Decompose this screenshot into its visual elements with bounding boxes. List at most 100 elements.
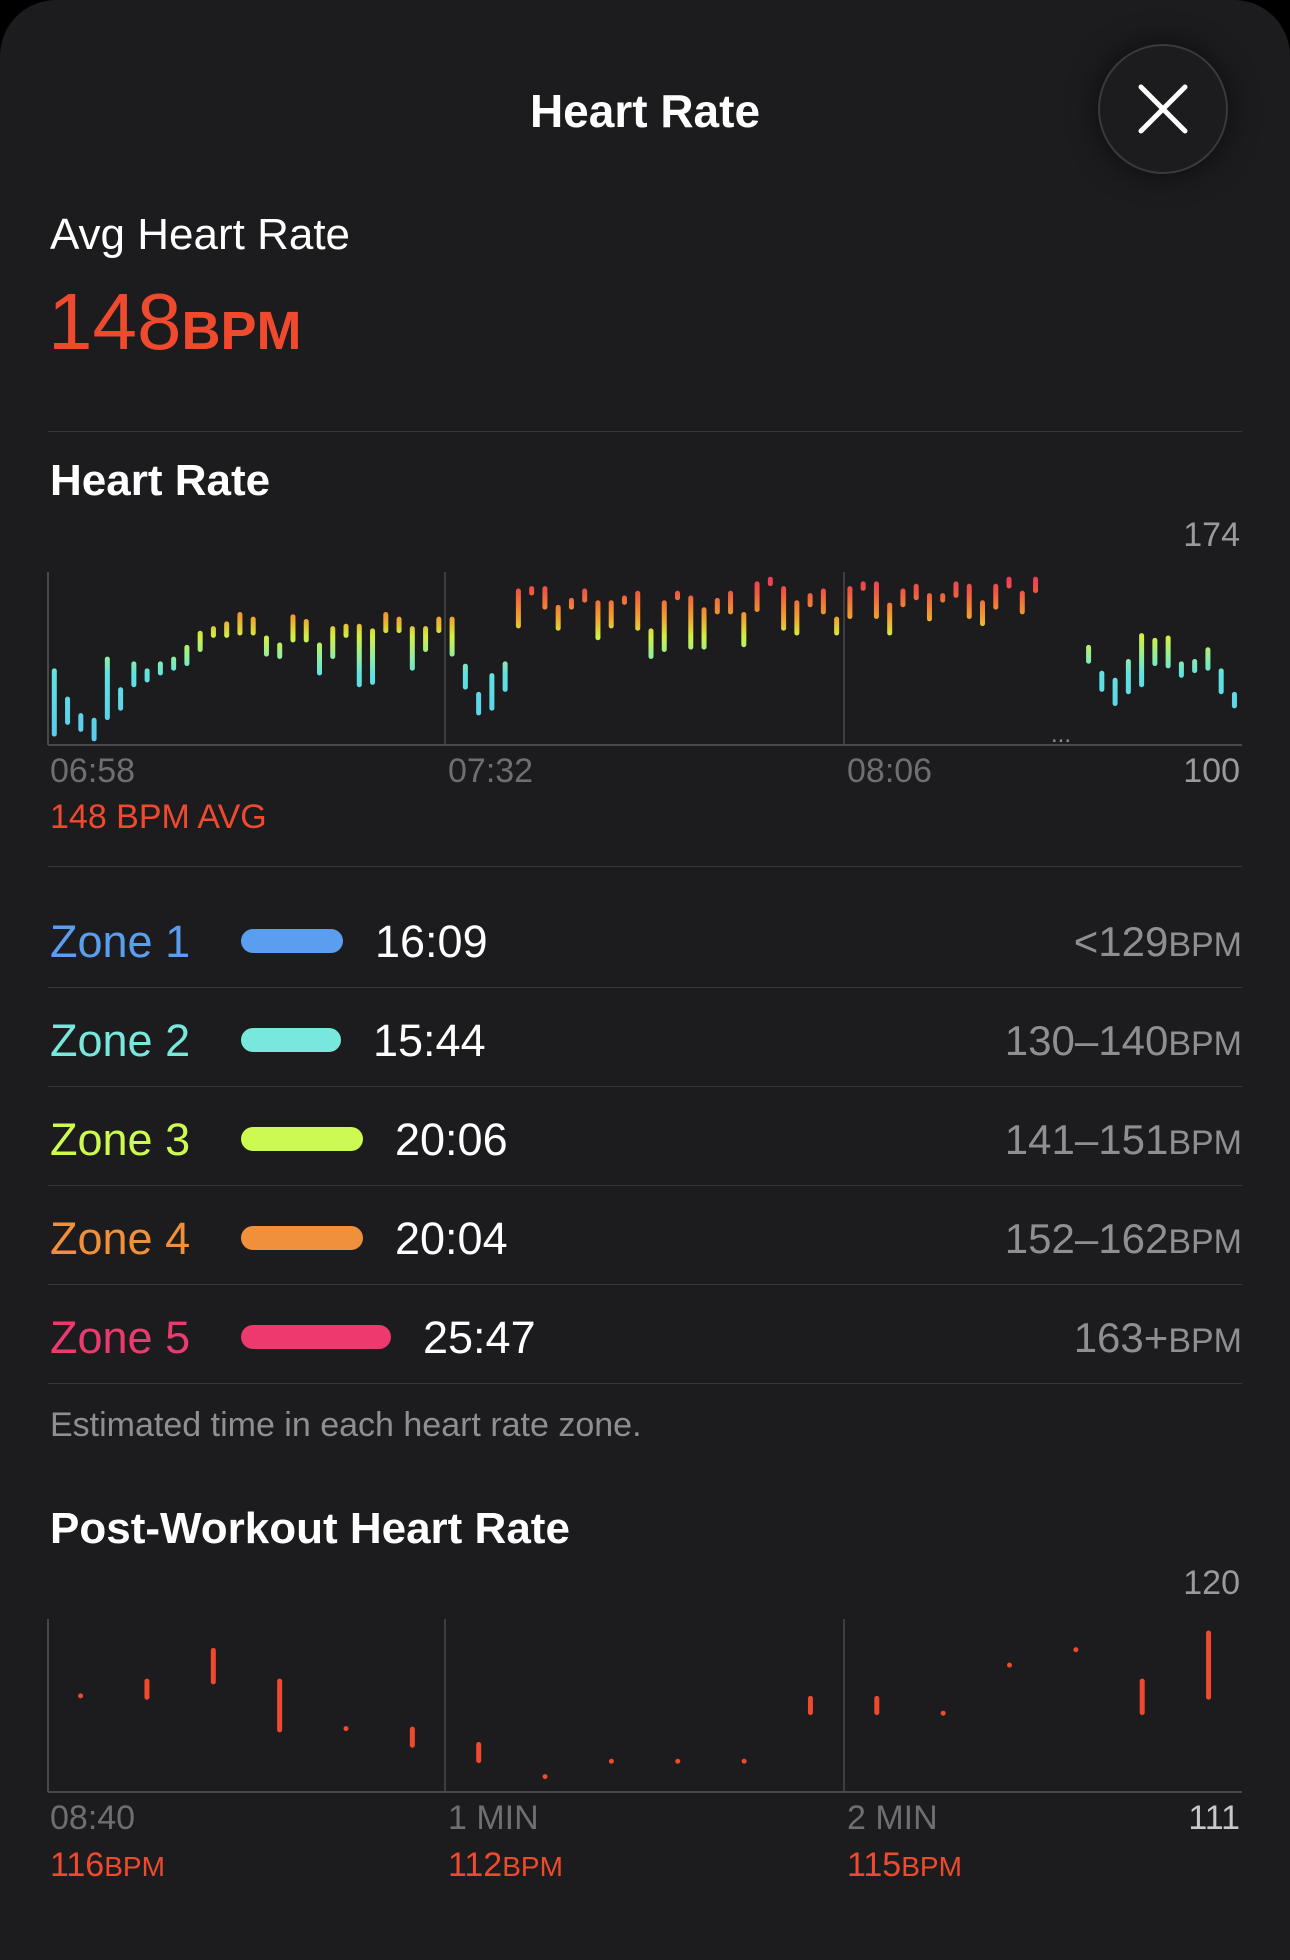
bpm-unit: BPM — [502, 1851, 563, 1882]
bar — [409, 1726, 415, 1748]
avg-heart-rate-value: 148BPM — [48, 276, 301, 368]
divider — [48, 1086, 1242, 1087]
bar — [542, 586, 548, 610]
zone-range: 130–140BPM — [1005, 1017, 1242, 1065]
zone-range-value: 141–151 — [1004, 1116, 1169, 1163]
bpm-unit: BPM — [104, 1851, 165, 1882]
bar — [356, 623, 362, 688]
bar — [1206, 1630, 1212, 1700]
bar — [741, 611, 747, 648]
bar — [436, 616, 442, 634]
x-label: 07:32 — [448, 752, 534, 790]
bar — [277, 1678, 283, 1733]
bar — [648, 628, 654, 659]
zone-time-bar — [241, 929, 343, 953]
bar — [51, 668, 57, 737]
bar — [383, 611, 389, 634]
bar — [781, 586, 787, 631]
bar — [476, 1742, 482, 1764]
bpm-unit: BPM — [901, 1851, 962, 1882]
zone-range-unit: BPM — [1168, 926, 1242, 964]
zone-row: Zone 2 15:44 130–140BPM — [48, 991, 1242, 1090]
bar — [807, 593, 813, 608]
zone-row: Zone 1 16:09 <129BPM — [48, 892, 1242, 991]
zone-range-value: 152–162 — [1004, 1215, 1169, 1262]
bar — [144, 1678, 150, 1700]
bar — [688, 595, 694, 650]
bar — [966, 583, 972, 620]
zone-range-unit: BPM — [1168, 1322, 1242, 1360]
bar — [489, 673, 495, 711]
zone-time: 15:44 — [373, 1015, 486, 1066]
avg-heart-rate-label: Avg Heart Rate — [50, 210, 351, 259]
zone-time: 20:06 — [395, 1114, 508, 1165]
bar — [224, 621, 230, 638]
bar — [343, 1726, 349, 1732]
bar — [595, 600, 601, 641]
bar — [1125, 659, 1131, 695]
bar — [582, 588, 588, 603]
zone-range-unit: BPM — [1168, 1025, 1242, 1063]
bar — [1086, 644, 1092, 664]
gap-indicator: ... — [1051, 721, 1071, 748]
zone-time: 16:09 — [375, 916, 488, 967]
bar — [91, 717, 97, 742]
bar — [171, 656, 177, 671]
sheet-title: Heart Rate — [529, 85, 761, 137]
bar — [423, 626, 429, 652]
bar — [675, 1758, 681, 1764]
bar — [1006, 576, 1012, 589]
bar — [502, 661, 508, 692]
bar — [873, 581, 879, 620]
close-icon — [1138, 84, 1188, 134]
post-workout-chart — [47, 1619, 1242, 1793]
bar — [940, 1710, 946, 1716]
bar — [1178, 661, 1184, 678]
zone-row: Zone 3 20:06 141–151BPM — [48, 1090, 1242, 1189]
bar — [568, 597, 574, 610]
bar — [157, 661, 163, 676]
bar — [78, 1693, 84, 1699]
bar — [980, 600, 985, 627]
zone-range-value: <129 — [1073, 918, 1169, 965]
bar — [303, 619, 309, 643]
zone-name: Zone 5 — [50, 1312, 191, 1363]
post-bpm-1: 112BPM — [448, 1846, 563, 1885]
bar — [370, 628, 376, 685]
bar — [237, 611, 243, 636]
bar — [462, 663, 468, 690]
bar — [847, 586, 853, 620]
zone-time: 20:04 — [395, 1213, 508, 1264]
bar — [104, 656, 110, 721]
bpm-value: 112 — [448, 1846, 503, 1884]
zone-time-bar — [241, 1127, 363, 1151]
bpm-value: 115 — [847, 1846, 902, 1884]
heart-rate-chart: ... — [47, 572, 1242, 748]
x-label: 08:06 — [847, 752, 933, 790]
zone-range-unit: BPM — [1168, 1223, 1242, 1261]
zone-time-bar — [241, 1226, 363, 1250]
bar — [874, 1695, 880, 1716]
bar — [290, 614, 296, 643]
bar — [940, 593, 946, 603]
bar — [542, 1774, 548, 1780]
bar — [900, 588, 906, 608]
bar — [529, 586, 535, 596]
x-label: 1 MIN — [448, 1799, 539, 1837]
bar — [317, 642, 322, 676]
bar — [1099, 670, 1105, 692]
zone-name: Zone 4 — [50, 1213, 191, 1264]
bar — [1165, 635, 1171, 669]
post-bpm-2: 115BPM — [847, 1846, 962, 1885]
divider — [48, 1185, 1242, 1186]
bar — [555, 604, 561, 631]
bar — [608, 600, 614, 629]
close-button[interactable] — [1098, 44, 1228, 174]
y-min-label: 100 — [1183, 752, 1240, 790]
post-bpm-0: 116BPM — [50, 1846, 165, 1885]
bar — [675, 590, 681, 601]
bar — [993, 583, 999, 610]
divider — [48, 1383, 1242, 1384]
zones-footnote: Estimated time in each heart rate zone. — [50, 1406, 642, 1444]
